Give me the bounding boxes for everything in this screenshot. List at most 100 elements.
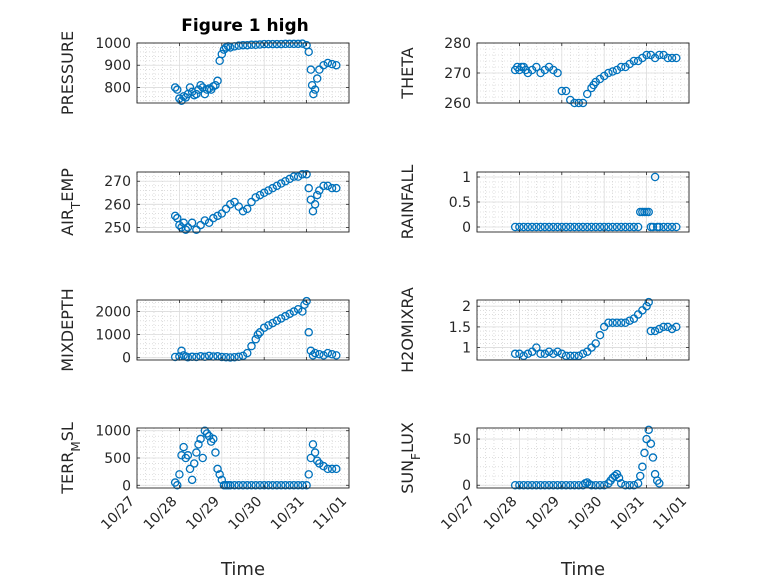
data-point (667, 222, 677, 232)
data-point (187, 475, 197, 485)
data-point (561, 222, 571, 232)
data-point (625, 222, 634, 232)
data-point (650, 326, 660, 336)
axes-box (136, 299, 350, 361)
y-tick-label: 2000 (95, 305, 131, 321)
y-axis-label: AIRTEMP (58, 168, 83, 236)
figure-title: Figure 1 high (181, 16, 309, 36)
data-point (170, 352, 180, 362)
data-point (544, 480, 554, 490)
data-point (332, 183, 341, 193)
data-point (646, 439, 656, 448)
data-point (183, 223, 193, 232)
plot-area (477, 428, 689, 488)
y-axis-label-part: M (69, 441, 83, 451)
data-point (650, 172, 660, 182)
y-tick-label: 0.5 (449, 195, 471, 211)
data-point (332, 351, 341, 360)
data-point (192, 448, 201, 457)
axes-box (476, 42, 690, 104)
data-point (561, 351, 571, 361)
subplot-6: 1 1.5 2 H2OMIXRA (398, 287, 690, 373)
data-point (221, 352, 231, 362)
data-point (587, 222, 596, 232)
data-point (264, 481, 273, 490)
y-axis-label-part: THETA (398, 47, 417, 99)
data-point (226, 43, 235, 52)
data-point (527, 222, 537, 232)
data-point (621, 318, 630, 328)
data-point (570, 480, 579, 490)
data-point (648, 222, 658, 232)
data-point (272, 316, 282, 326)
data-point (242, 481, 252, 490)
data-point (192, 225, 201, 234)
y-tick-label: 1.5 (449, 320, 471, 336)
data-point (298, 170, 307, 179)
data-point (308, 351, 318, 360)
x-axis-label: Time (560, 559, 605, 580)
data-point (276, 314, 286, 323)
data-point (582, 478, 592, 487)
data-point (553, 480, 562, 490)
y-tick-label: 260 (104, 197, 131, 213)
data-point (198, 453, 207, 463)
y-tick-label: 260 (444, 96, 471, 112)
data-point (175, 470, 184, 479)
data-point (608, 67, 617, 76)
data-point (532, 222, 541, 232)
y-tick-label: 250 (104, 220, 131, 236)
data-point (519, 351, 528, 361)
axes-box (476, 299, 690, 361)
data-point (213, 76, 222, 86)
data-point (323, 181, 333, 191)
subplot-3: 250 260 270 AIRTEMP (58, 168, 350, 236)
data-point (655, 479, 664, 488)
x-axis-label: Time (220, 559, 265, 580)
data-point (608, 318, 617, 328)
data-point (327, 183, 337, 193)
data-point (310, 85, 320, 94)
data-point (289, 307, 299, 316)
data-point (304, 470, 313, 479)
data-point (629, 56, 639, 66)
y-tick-label: 1 (462, 341, 471, 357)
data-point (553, 347, 562, 356)
data-point (549, 222, 558, 232)
data-point (595, 330, 605, 340)
data-point (230, 352, 239, 362)
data-point (289, 172, 299, 181)
data-point (217, 475, 227, 485)
data-point (209, 213, 218, 223)
y-axis-label: PRESSURE (58, 31, 77, 115)
data-point (251, 481, 260, 490)
data-point (510, 349, 520, 359)
data-point (633, 222, 643, 232)
data-point (642, 50, 651, 60)
data-point (553, 68, 562, 78)
data-point (612, 318, 622, 328)
data-point (315, 65, 324, 74)
data-point (672, 222, 681, 232)
data-point (532, 62, 541, 72)
y-tick-label: 500 (104, 451, 131, 467)
y-axis-label-part: RAINFALL (398, 165, 417, 240)
data-point (635, 471, 645, 481)
data-point (642, 434, 651, 444)
data-point (215, 470, 224, 479)
data-point (519, 222, 528, 232)
data-point (625, 316, 634, 325)
data-point (621, 480, 630, 490)
data-point (304, 328, 313, 337)
data-point (310, 200, 320, 209)
data-point (170, 83, 180, 92)
data-point (582, 222, 592, 232)
data-point (306, 195, 316, 204)
data-point (667, 324, 677, 334)
data-point (629, 480, 639, 490)
y-axis-label-part: F (409, 453, 423, 460)
data-point (629, 222, 639, 232)
y-axis-label-part: H2OMIXRA (398, 287, 417, 373)
data-point (523, 349, 533, 359)
